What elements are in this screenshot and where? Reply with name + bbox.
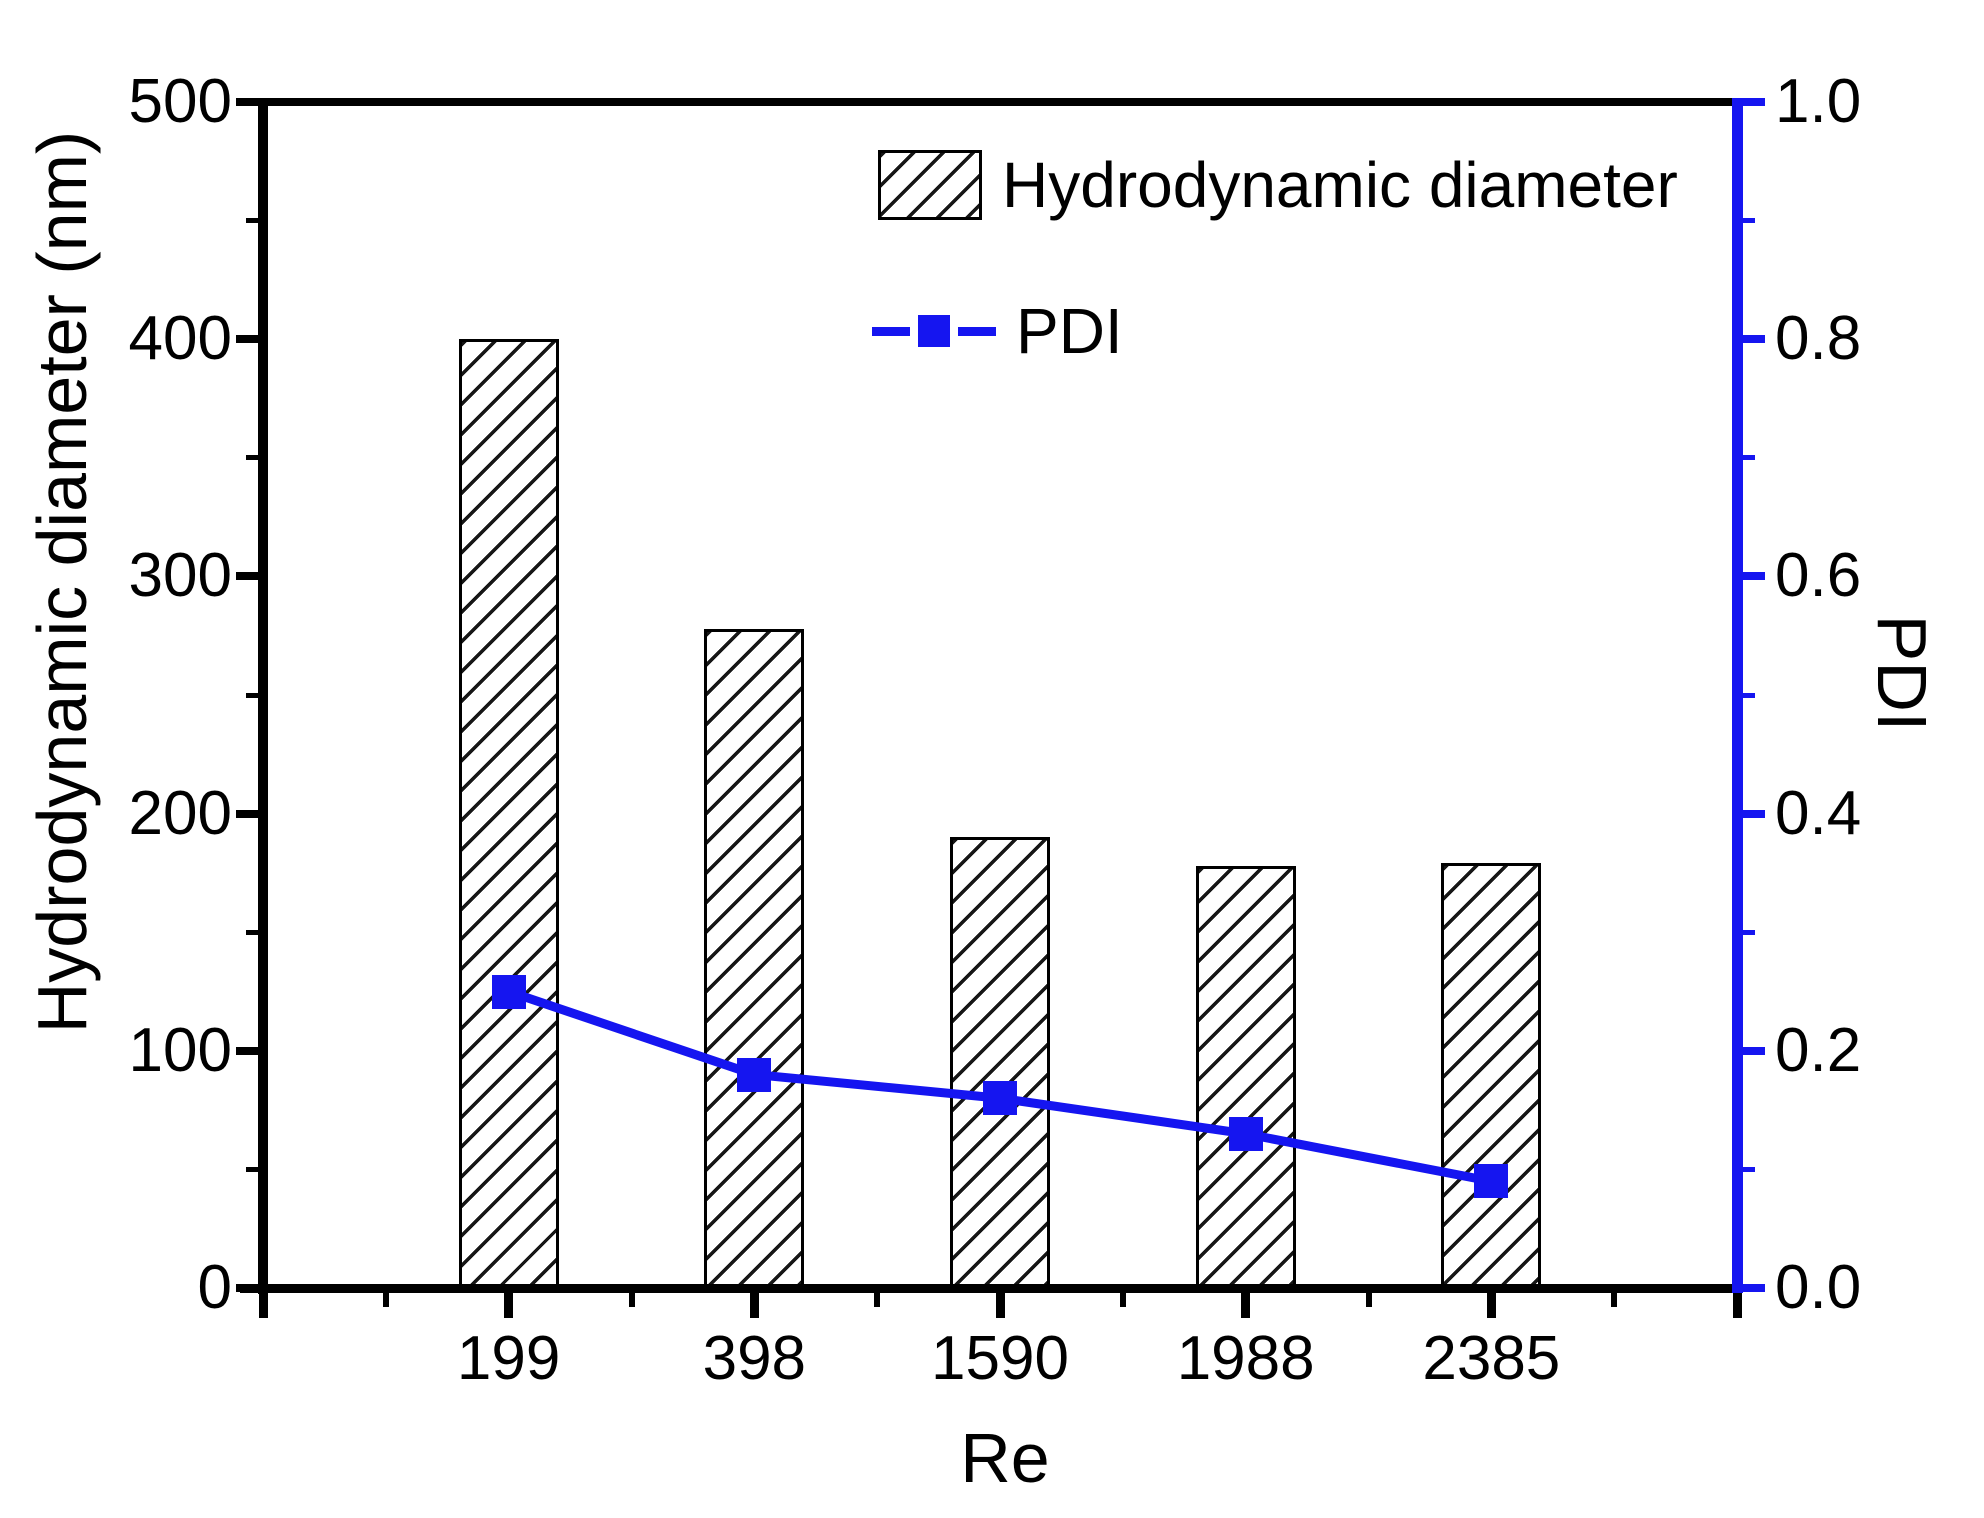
y-right-tick-label: 0.4: [1775, 778, 1862, 848]
bar: [950, 837, 1050, 1291]
y-left-tick-label: 200: [128, 778, 232, 848]
y-right-minor-tick: [1743, 692, 1755, 698]
legend-label: PDI: [1016, 295, 1123, 367]
legend-item-hydrodynamic-diameter: Hydrodynamic diameter: [878, 150, 1678, 220]
pdi-square-marker: [1474, 1164, 1509, 1199]
y-right-major-tick: [1743, 335, 1765, 344]
y-right-tick-label: 0.0: [1775, 1253, 1862, 1322]
y-left-major-tick: [236, 1284, 258, 1292]
x-tick-label: 398: [702, 1324, 807, 1393]
line-square-marker-icon: [872, 314, 996, 348]
y-right-minor-tick: [1743, 1166, 1755, 1172]
x-major-tick: [995, 1293, 1005, 1318]
x-major-tick: [1732, 1293, 1742, 1318]
y-left-minor-tick: [246, 692, 258, 698]
x-tick-label: 1988: [1176, 1324, 1315, 1393]
x-major-tick: [749, 1293, 759, 1318]
x-minor-tick: [1611, 1293, 1618, 1307]
y-left-minor-tick: [246, 455, 258, 461]
x-minor-tick: [874, 1293, 881, 1307]
x-major-tick: [504, 1293, 514, 1318]
top-axis: [258, 98, 1743, 106]
y-axis-right-title: PDI: [1863, 614, 1941, 732]
y-left-major-tick: [236, 809, 258, 818]
x-tick-label: 2385: [1422, 1324, 1561, 1393]
y-axis-left: [258, 98, 268, 1294]
pdi-square-marker: [737, 1057, 772, 1092]
y-right-tick-label: 0.8: [1775, 304, 1862, 374]
y-right-major-tick: [1743, 1046, 1765, 1055]
pdi-square-marker: [491, 974, 526, 1009]
y-right-minor-tick: [1743, 455, 1755, 461]
y-right-major-tick: [1743, 809, 1765, 818]
y-left-minor-tick: [246, 1166, 258, 1172]
pdi-square-marker: [983, 1081, 1017, 1116]
y-right-tick-label: 1.0: [1775, 67, 1862, 136]
legend-label: Hydrodynamic diameter: [1002, 149, 1678, 221]
y-axis-left-title: Hydrodynamic diameter (nm): [23, 130, 101, 1034]
bar: [1441, 863, 1542, 1291]
x-minor-tick: [382, 1293, 389, 1307]
y-left-major-tick: [236, 1046, 258, 1055]
bar: [1195, 865, 1296, 1291]
x-minor-tick: [1119, 1293, 1126, 1307]
bar: [704, 628, 805, 1291]
legend-dash-left: [872, 327, 910, 336]
y-left-tick-label: 0: [197, 1253, 232, 1322]
y-left-tick-label: 500: [128, 67, 232, 136]
y-right-minor-tick: [1743, 218, 1755, 224]
y-right-tick-label: 0.6: [1775, 541, 1862, 611]
x-major-tick: [258, 1293, 268, 1318]
x-tick-label: 1590: [931, 1324, 1069, 1393]
x-major-tick: [1486, 1293, 1496, 1318]
legend-item-pdi: PDI: [872, 295, 1123, 367]
y-left-tick-label: 300: [128, 541, 232, 611]
y-right-major-tick: [1743, 572, 1765, 581]
y-left-minor-tick: [246, 218, 258, 224]
y-left-major-tick: [236, 335, 258, 344]
y-left-tick-label: 400: [128, 304, 232, 374]
x-minor-tick: [1365, 1293, 1372, 1307]
y-left-minor-tick: [246, 929, 258, 935]
y-left-major-tick: [236, 572, 258, 581]
x-axis-title: Re: [960, 1419, 1050, 1497]
legend-dash-right: [958, 327, 996, 336]
pdi-square-marker: [1228, 1116, 1263, 1151]
legend-square-marker: [918, 315, 950, 347]
y-right-minor-tick: [1743, 929, 1755, 935]
y-right-major-tick: [1743, 1284, 1765, 1292]
y-left-tick-label: 100: [128, 1015, 232, 1085]
y-left-major-tick: [236, 98, 258, 106]
bar: [458, 339, 559, 1291]
y-axis-right: [1732, 98, 1743, 1293]
hatched-bar-swatch-icon: [878, 150, 982, 220]
x-axis: [240, 1284, 1743, 1293]
x-tick-label: 199: [456, 1324, 561, 1393]
x-minor-tick: [628, 1293, 635, 1307]
x-major-tick: [1241, 1293, 1251, 1318]
y-right-major-tick: [1743, 98, 1765, 106]
y-right-tick-label: 0.2: [1775, 1015, 1862, 1085]
